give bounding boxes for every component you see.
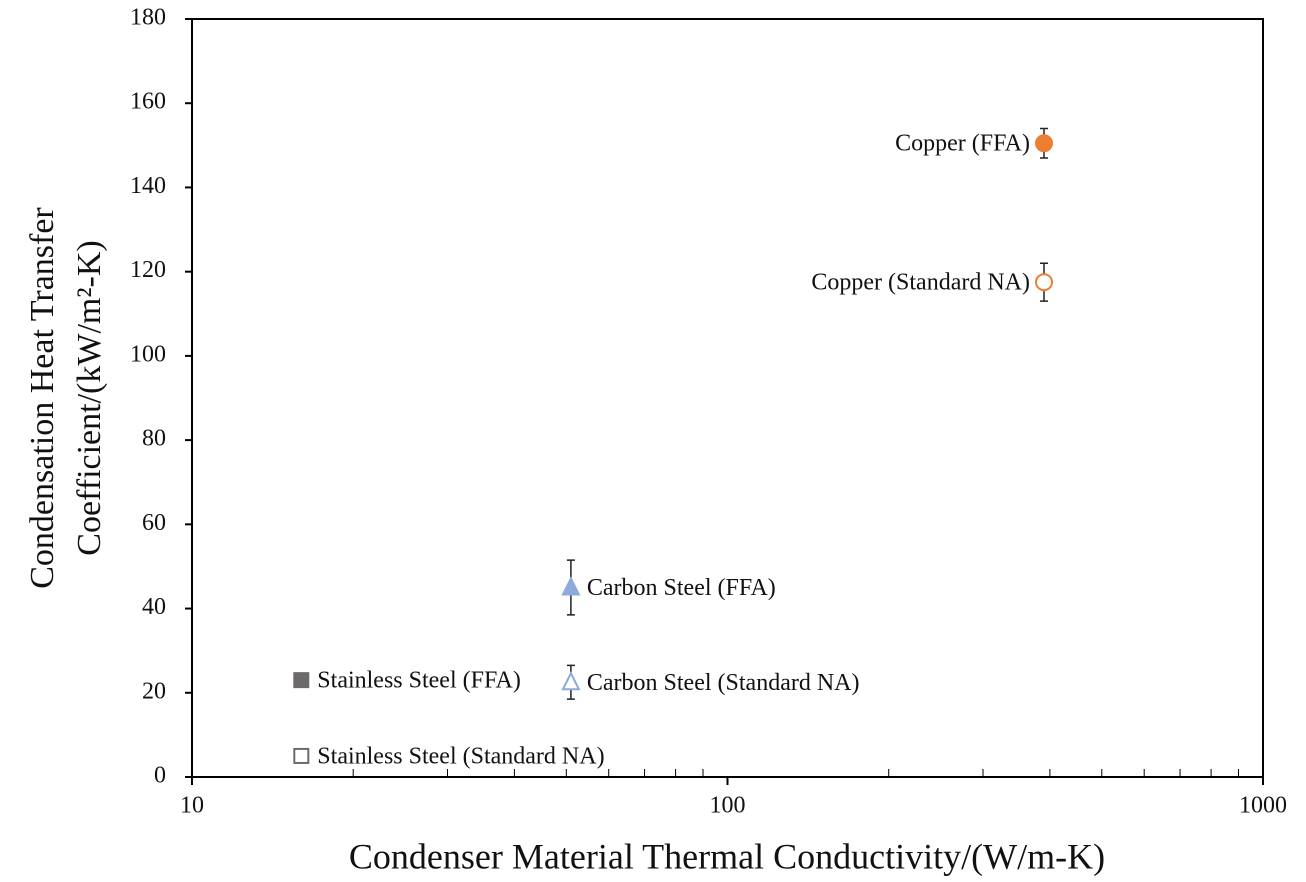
y-tick-label: 160 — [130, 89, 166, 115]
x-tick-label: 10 — [180, 793, 204, 819]
plot-frame — [191, 18, 1264, 778]
y-tick-label: 120 — [130, 257, 166, 283]
point-label: Stainless Steel (FFA) — [317, 668, 521, 694]
y-axis-label: Coefficient/(kW/m²-K) — [71, 240, 108, 555]
y-tick-label: 20 — [142, 678, 166, 704]
point — [561, 671, 581, 691]
y-tick-label: 40 — [142, 594, 166, 620]
y-tick-label: 60 — [142, 510, 166, 536]
y-tick-label: 100 — [130, 341, 166, 367]
point — [293, 672, 310, 689]
point-label: Copper (Standard NA) — [811, 270, 1030, 296]
x-axis-label: Condenser Material Thermal Conductivity/… — [349, 836, 1105, 876]
point-label: Copper (FFA) — [895, 131, 1030, 157]
y-tick-label: 80 — [142, 426, 166, 452]
x-tick-label: 1000 — [1239, 793, 1287, 819]
point-label: Carbon Steel (FFA) — [587, 575, 776, 601]
point — [1035, 134, 1054, 153]
x-tick-label: 100 — [710, 793, 746, 819]
point-label: Carbon Steel (Standard NA) — [587, 670, 860, 696]
y-tick-label: 0 — [154, 763, 166, 789]
point — [293, 747, 310, 764]
point — [561, 576, 581, 596]
y-axis-label: Condensation Heat Transfer — [24, 207, 61, 589]
y-tick-label: 140 — [130, 173, 166, 199]
y-tick-label: 180 — [130, 5, 166, 31]
point — [1035, 273, 1054, 292]
point-label: Stainless Steel (Standard NA) — [317, 743, 604, 769]
